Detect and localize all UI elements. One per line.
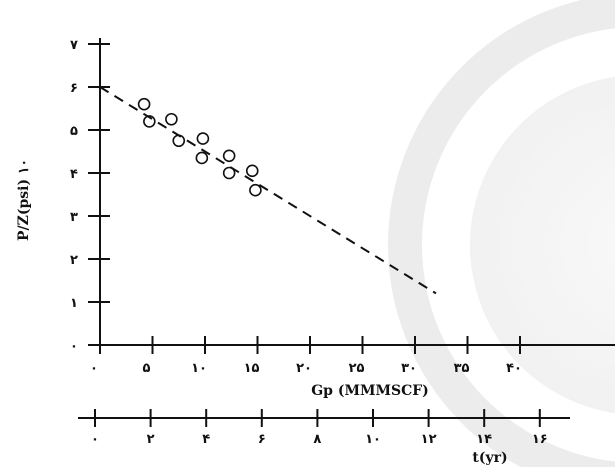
time-axis-ticks: ۰ ۲ ۴ ۶ ۸ ۱۰ ۱۲ ۱۴ ۱۶ <box>91 409 548 447</box>
y-tick-label: ۵ <box>70 124 78 139</box>
time-tick-label: ۸ <box>313 432 321 447</box>
main-axes <box>99 38 615 346</box>
y-tick-label: ۷ <box>70 38 78 53</box>
data-point <box>172 134 186 148</box>
time-tick-label: ۶ <box>258 432 266 447</box>
x-tick-label: ۲۵ <box>349 361 365 376</box>
data-point <box>245 164 259 178</box>
data-point <box>196 132 210 145</box>
data-point <box>222 166 236 180</box>
y-tick-label: ۱ <box>70 296 78 311</box>
y-tick-label: ۶ <box>70 81 78 96</box>
y-tick-label: ۲ <box>70 253 78 268</box>
data-point <box>249 183 262 197</box>
x-tick-label: ۳۰ <box>401 361 417 376</box>
x-tick-label: ۳۵ <box>454 361 470 376</box>
x-tick-label: ۲۰ <box>296 361 312 376</box>
time-tick-label: ۱۶ <box>532 432 548 447</box>
trend-line-group <box>99 86 437 295</box>
x-axis-title: Gp (MMMSCF) <box>311 383 429 399</box>
y-tick-label: ۴ <box>70 167 78 182</box>
data-point <box>195 151 209 165</box>
x-tick-label: ۴۰ <box>506 361 522 376</box>
y-ticks: ۰ ۱ ۲ ۳ ۴ ۵ ۶ ۷ <box>70 38 110 354</box>
data-points <box>137 97 262 197</box>
time-axis-title: t(yr) <box>472 450 507 466</box>
x-tick-label: ۱۵ <box>244 361 260 376</box>
time-tick-label: ۰ <box>91 432 99 447</box>
data-point <box>137 97 151 111</box>
time-tick-label: ۲ <box>147 432 155 447</box>
y-axis-title: P/Z(psi) ۱۰ <box>16 159 32 241</box>
x-tick-label: ۵ <box>143 361 151 376</box>
y-tick-label: ۰ <box>70 339 78 354</box>
y-tick-label: ۳ <box>70 210 78 225</box>
trend-line <box>99 86 437 295</box>
time-tick-label: ۱۰ <box>365 432 381 447</box>
watermark <box>388 0 615 467</box>
time-tick-label: ۱۴ <box>476 432 492 447</box>
x-tick-label: ۰ <box>90 361 98 376</box>
time-tick-label: ۱۲ <box>421 432 437 447</box>
data-point <box>165 112 178 126</box>
data-point <box>143 115 156 128</box>
x-ticks: ۰ ۵ ۱۰ ۱۵ ۲۰ ۲۵ ۳۰ ۳۵ ۴۰ <box>90 336 522 376</box>
data-point <box>222 149 236 163</box>
time-tick-label: ۴ <box>202 432 210 447</box>
x-tick-label: ۱۰ <box>191 361 207 376</box>
